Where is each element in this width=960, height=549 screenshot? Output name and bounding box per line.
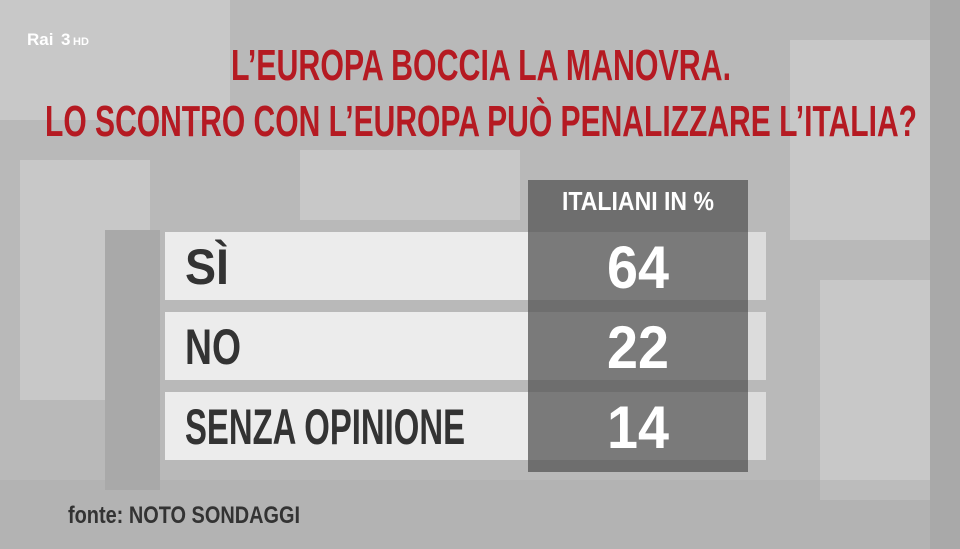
logo-channel: 3 — [61, 30, 70, 49]
title-line: LO SCONTRO CON L’EUROPA PUÒ PENALIZZARE … — [45, 96, 917, 146]
logo-quality: HD — [73, 36, 89, 48]
row-band-value — [528, 312, 748, 380]
row-band — [165, 232, 528, 300]
row-edge — [748, 232, 766, 300]
logo-brand: Rai — [27, 30, 53, 49]
row-edge — [748, 392, 766, 460]
title-line: L’EUROPA BOCCIA LA MANOVRA. — [231, 41, 731, 90]
row-band-value — [528, 232, 748, 300]
table-rows: SÌ 64 NO 22 SENZA OPINIONE 14 — [165, 232, 766, 461]
row-band-value — [528, 392, 748, 460]
row-band — [165, 312, 528, 380]
row-value: 64 — [607, 234, 670, 301]
row-label: SENZA OPINIONE — [185, 399, 465, 455]
row-label: NO — [185, 319, 241, 375]
row-band — [165, 392, 528, 460]
source: fonte: NOTO SONDAGGI — [68, 502, 300, 529]
column-header: ITALIANI IN % — [562, 186, 714, 216]
row-value: 22 — [607, 314, 669, 381]
row-value: 14 — [607, 394, 670, 461]
backdrop-shapes — [0, 0, 940, 500]
row-label: SÌ — [185, 239, 229, 295]
row-edge — [748, 312, 766, 380]
